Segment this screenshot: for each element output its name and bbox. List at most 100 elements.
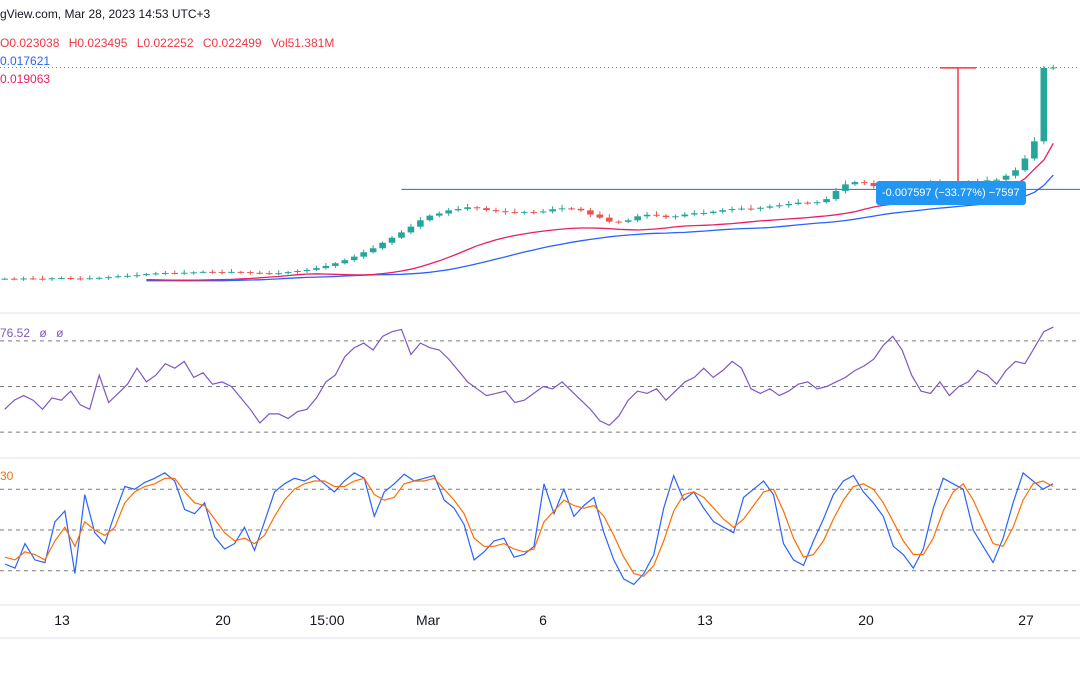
x-tick-5: 13 [697,612,713,628]
candle-body-75 [709,211,717,213]
candle-body-84 [794,202,802,204]
x-tick-1: 20 [215,612,231,628]
candle-body-70 [662,215,670,218]
ma-slow-value: 0.017621 [0,54,51,68]
candle-body-15 [143,274,150,276]
candle-body-17 [162,272,169,274]
candle-body-5 [48,278,56,280]
stoch-value: 30 [0,469,14,483]
candle-body-38 [360,252,367,257]
candle-body-28 [265,273,273,275]
candle-body-85 [804,202,811,204]
candle-body-35 [332,263,339,266]
price-levels [0,66,1080,190]
ma-slow-legend: 0.017621 [0,54,56,68]
ma-fast-value: 0.019063 [0,72,51,86]
candle-body-61 [577,208,585,211]
candle-body-80 [757,207,764,209]
candle-body-33 [313,268,320,270]
candle-body-78 [738,208,745,210]
candle-body-22 [209,271,216,273]
candlesticks [1,64,1057,282]
candle-body-26 [247,272,254,274]
candle-body-0 [1,278,9,280]
ohlc-close: C0.022499 [202,36,262,50]
x-tick-3: Mar [416,612,440,628]
candle-body-105 [993,179,1000,181]
rsi-pane [0,326,1080,433]
candle-body-109 [1031,141,1038,159]
candle-body-56 [530,211,538,213]
candle-body-66 [624,220,632,222]
candle-body-77 [728,209,736,211]
candle-body-45 [426,215,434,221]
candle-body-50 [473,207,481,209]
candle-body-74 [700,212,708,214]
x-tick-0: 13 [54,612,70,628]
candle-body-4 [39,278,46,280]
candle-body-91 [861,182,868,184]
candle-body-86 [813,202,821,204]
candle-body-13 [124,275,131,277]
stoch-d-line [4,477,1054,577]
measure-tool[interactable] [940,67,976,191]
candle-body-92 [870,183,878,187]
candle-body-2 [20,278,27,280]
ohlc-volume: Vol51.381M [270,36,335,50]
candle-body-46 [435,213,443,216]
candle-body-20 [190,272,197,274]
candle-body-39 [369,248,377,253]
candle-body-60 [568,208,575,210]
candle-body-37 [350,256,358,261]
candle-body-71 [672,216,679,218]
candle-body-49 [464,207,471,210]
candle-body-68 [643,214,651,217]
candle-body-79 [747,208,755,210]
candle-body-10 [95,277,103,279]
x-tick-7: 27 [1018,612,1034,628]
candle-body-11 [105,277,112,279]
pane-separators [0,312,1080,639]
candle-body-47 [445,210,453,214]
candle-body-72 [681,214,689,217]
candle-body-73 [691,213,698,215]
candle-body-7 [67,278,75,280]
measure-label[interactable]: -0.007597 (−33.77%) −7597 [876,181,1026,205]
rsi-extra-1: ø [39,326,47,340]
candle-body-111 [1049,67,1057,69]
candle-body-51 [483,208,490,211]
candle-body-30 [284,272,292,274]
candle-body-59 [558,208,566,210]
candle-body-64 [605,217,613,222]
candle-body-3 [29,278,37,280]
candle-body-42 [398,232,405,238]
candle-body-63 [596,214,604,218]
rsi-line [4,326,1054,427]
x-tick-2: 15:00 [309,612,344,628]
chart-header-site: gView.com, Mar 28, 2023 14:53 UTC+3 [0,7,211,21]
candle-body-82 [776,205,783,207]
rsi-legend: 76.52 ø ø [0,326,69,340]
x-tick-6: 20 [858,612,874,628]
stoch-legend: 30 [0,469,19,483]
candle-body-52 [492,210,500,212]
candle-body-48 [454,209,462,211]
candle-body-23 [218,272,226,274]
candle-body-90 [851,182,859,185]
candle-body-41 [388,237,396,243]
candle-body-57 [539,211,547,213]
rsi-value: 76.52 [0,326,31,340]
candle-body-16 [152,273,160,275]
ma-slow-line [146,174,1054,282]
candle-body-108 [1021,158,1029,171]
ohlc-low: L0.022252 [136,36,194,50]
candle-body-32 [303,269,311,271]
candle-body-21 [199,271,207,273]
candle-body-89 [842,184,849,191]
candle-body-55 [520,211,528,213]
ohlc-open: O0.023038 [0,36,60,50]
candle-body-110 [1040,67,1048,142]
candle-body-14 [133,275,141,277]
candle-body-34 [322,265,330,269]
